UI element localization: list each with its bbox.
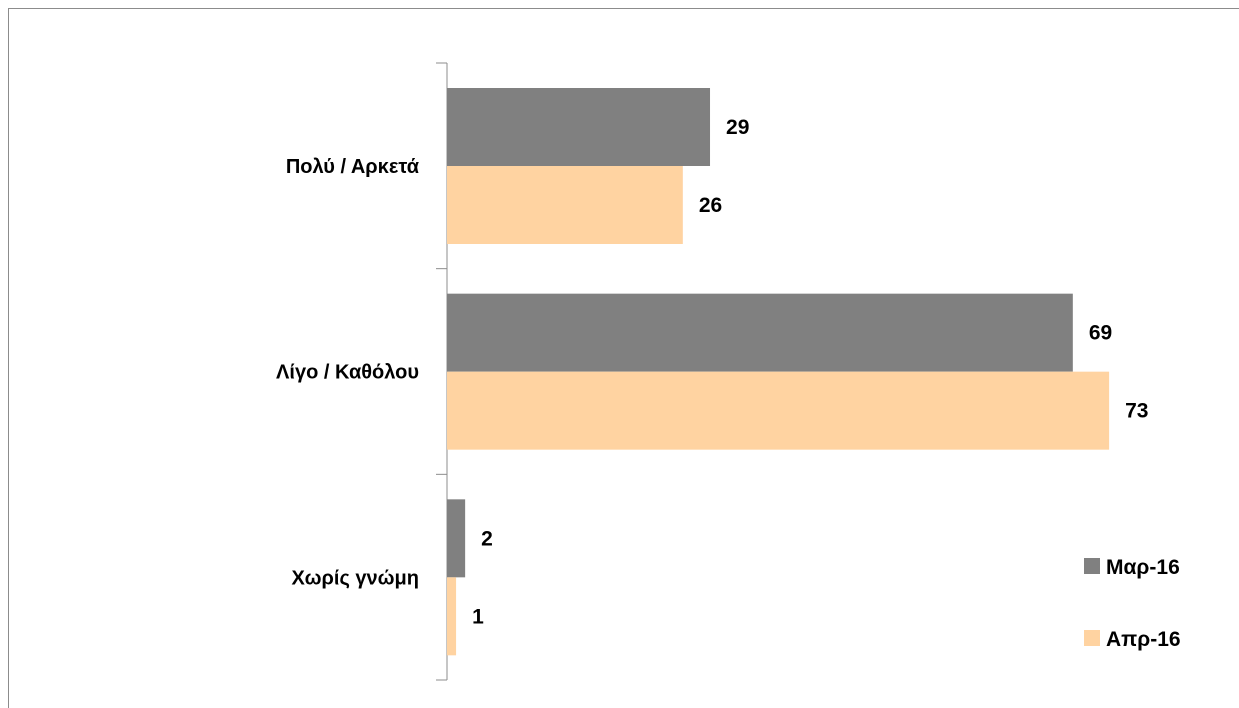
bars: [447, 88, 1110, 656]
bar: [447, 499, 466, 578]
legend-swatch: [1084, 558, 1100, 574]
category-axis: [436, 62, 448, 681]
legend-entry: Μαρ-16: [1106, 556, 1180, 579]
data-label: 2: [481, 527, 493, 550]
chart-frame: [8, 8, 1239, 708]
bar: [447, 88, 711, 166]
data-label: 26: [699, 194, 722, 217]
bar: [447, 166, 683, 244]
category-label: Λίγο / Καθόλου: [276, 362, 419, 384]
labels: Πολύ / Αρκετά 29 26 Λίγο / Καθόλου 69 73 Χωρίς…: [276, 116, 1148, 628]
legend-swatch: [1084, 630, 1100, 646]
bar: [447, 293, 1073, 372]
data-label: 69: [1089, 322, 1112, 345]
legend-entry: Απρ-16: [1106, 628, 1181, 651]
bar: [447, 371, 1110, 450]
legend: Μαρ-16 Απρ-16: [1084, 556, 1181, 651]
data-label: 73: [1125, 400, 1148, 423]
category-label: Πολύ / Αρκετά: [286, 156, 420, 178]
bar: [447, 577, 457, 656]
category-label: Χωρίς γνώμη: [292, 567, 419, 589]
data-label: 29: [726, 116, 749, 139]
data-label: 1: [472, 605, 484, 628]
